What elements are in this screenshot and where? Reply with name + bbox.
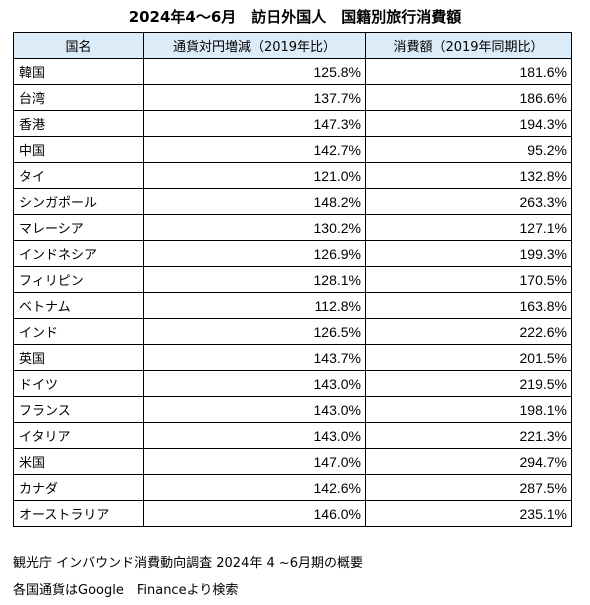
country-cell: 英国 <box>13 344 144 371</box>
spending-cell: 201.5% <box>365 344 572 371</box>
country-cell: イタリア <box>13 422 144 449</box>
table-row: 米国 147.0% 294.7% <box>13 448 572 475</box>
table-row: オーストラリア 146.0% 235.1% <box>13 500 572 527</box>
currency-change-cell: 143.0% <box>143 422 366 449</box>
country-cell: 米国 <box>13 448 144 475</box>
column-header-currency-change: 通貨対円増減（2019年比） <box>143 32 366 59</box>
currency-change-cell: 137.7% <box>143 84 366 111</box>
spending-cell: 263.3% <box>365 188 572 215</box>
table-row: インドネシア 126.9% 199.3% <box>13 240 572 267</box>
table-row: フィリピン 128.1% 170.5% <box>13 266 572 293</box>
currency-change-cell: 142.6% <box>143 474 366 501</box>
spending-cell: 287.5% <box>365 474 572 501</box>
spending-cell: 186.6% <box>365 84 572 111</box>
table-row: 中国 142.7% 95.2% <box>13 136 572 163</box>
country-cell: 韓国 <box>13 58 144 85</box>
currency-change-cell: 148.2% <box>143 188 366 215</box>
currency-change-cell: 130.2% <box>143 214 366 241</box>
spending-cell: 198.1% <box>365 396 572 423</box>
country-cell: インドネシア <box>13 240 144 267</box>
page-title: 2024年4～6月 訪日外国人 国籍別旅行消費額 <box>128 8 462 26</box>
spending-cell: 221.3% <box>365 422 572 449</box>
table-row: 韓国 125.8% 181.6% <box>13 58 572 85</box>
currency-change-cell: 142.7% <box>143 136 366 163</box>
currency-change-cell: 143.0% <box>143 370 366 397</box>
currency-change-cell: 125.8% <box>143 58 366 85</box>
currency-change-cell: 143.0% <box>143 396 366 423</box>
spending-cell: 181.6% <box>365 58 572 85</box>
currency-change-cell: 121.0% <box>143 162 366 189</box>
currency-change-cell: 147.3% <box>143 110 366 137</box>
table-row: タイ 121.0% 132.8% <box>13 162 572 189</box>
table-row: 香港 147.3% 194.3% <box>13 110 572 137</box>
currency-change-cell: 126.9% <box>143 240 366 267</box>
spending-cell: 194.3% <box>365 110 572 137</box>
table-row: シンガポール 148.2% 263.3% <box>13 188 572 215</box>
country-cell: マレーシア <box>13 214 144 241</box>
country-cell: 台湾 <box>13 84 144 111</box>
spending-cell: 95.2% <box>365 136 572 163</box>
country-cell: ベトナム <box>13 292 144 319</box>
currency-note: 各国通貨はGoogle Financeより検索 <box>13 583 239 598</box>
table-row: ベトナム 112.8% 163.8% <box>13 292 572 319</box>
table-row: 台湾 137.7% 186.6% <box>13 84 572 111</box>
country-cell: インド <box>13 318 144 345</box>
country-cell: カナダ <box>13 474 144 501</box>
country-cell: 香港 <box>13 110 144 137</box>
currency-change-cell: 147.0% <box>143 448 366 475</box>
spending-cell: 294.7% <box>365 448 572 475</box>
currency-change-cell: 128.1% <box>143 266 366 293</box>
column-header-country: 国名 <box>13 32 144 59</box>
spending-table: 国名 通貨対円増減（2019年比） 消費額（2019年同期比） 韓国 125.8%… <box>13 32 572 527</box>
country-cell: オーストラリア <box>13 500 144 527</box>
table-row: カナダ 142.6% 287.5% <box>13 474 572 501</box>
spending-cell: 132.8% <box>365 162 572 189</box>
table-row: マレーシア 130.2% 127.1% <box>13 214 572 241</box>
table-row: インド 126.5% 222.6% <box>13 318 572 345</box>
spending-cell: 199.3% <box>365 240 572 267</box>
country-cell: 中国 <box>13 136 144 163</box>
currency-change-cell: 112.8% <box>143 292 366 319</box>
spending-cell: 219.5% <box>365 370 572 397</box>
spending-cell: 163.8% <box>365 292 572 319</box>
table-body: 韓国 125.8% 181.6% 台湾 137.7% 186.6% 香港 147.3% 194.… <box>13 58 572 527</box>
source-note: 観光庁 インバウンド消費動向調査 2024年 4 ~6月期の概要 <box>13 556 364 571</box>
table-row: イタリア 143.0% 221.3% <box>13 422 572 449</box>
table-header-row: 国名 通貨対円増減（2019年比） 消費額（2019年同期比） <box>13 32 572 59</box>
spending-cell: 222.6% <box>365 318 572 345</box>
currency-change-cell: 143.7% <box>143 344 366 371</box>
country-cell: ドイツ <box>13 370 144 397</box>
country-cell: フランス <box>13 396 144 423</box>
country-cell: フィリピン <box>13 266 144 293</box>
country-cell: シンガポール <box>13 188 144 215</box>
spending-cell: 127.1% <box>365 214 572 241</box>
table-row: 英国 143.7% 201.5% <box>13 344 572 371</box>
table-row: ドイツ 143.0% 219.5% <box>13 370 572 397</box>
column-header-spending: 消費額（2019年同期比） <box>365 32 572 59</box>
currency-change-cell: 146.0% <box>143 500 366 527</box>
spending-cell: 235.1% <box>365 500 572 527</box>
country-cell: タイ <box>13 162 144 189</box>
spending-cell: 170.5% <box>365 266 572 293</box>
currency-change-cell: 126.5% <box>143 318 366 345</box>
table-row: フランス 143.0% 198.1% <box>13 396 572 423</box>
